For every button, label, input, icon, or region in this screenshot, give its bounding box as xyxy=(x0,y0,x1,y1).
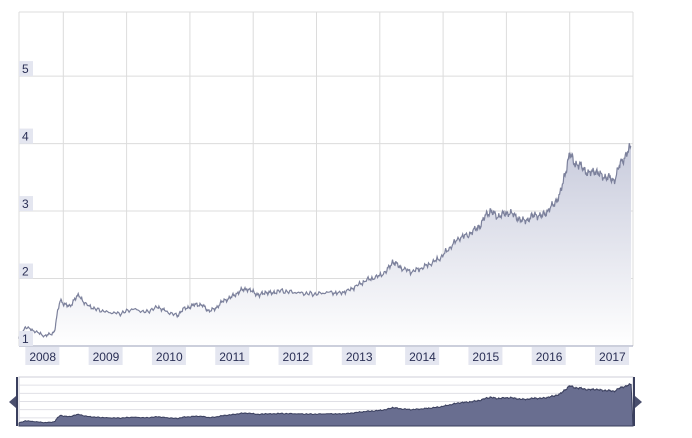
navigator-area xyxy=(18,382,634,427)
x-tick-bg xyxy=(278,347,313,365)
x-tick-bg xyxy=(468,347,503,365)
y-tick-bg xyxy=(19,61,33,77)
x-tick-bg xyxy=(25,347,60,365)
y-tick: 4 xyxy=(19,128,33,144)
x-tick: 2014 xyxy=(405,347,440,365)
y-tick: 5 xyxy=(19,61,33,77)
range-navigator[interactable] xyxy=(9,376,642,427)
x-tick: 2016 xyxy=(531,347,566,365)
x-tick-bg xyxy=(405,347,440,365)
x-tick-bg xyxy=(88,347,123,365)
x-tick: 2011 xyxy=(215,347,250,365)
x-tick-bg xyxy=(151,347,186,365)
left-arrow-icon[interactable] xyxy=(9,396,16,408)
navigator-right-handle[interactable] xyxy=(633,377,642,426)
x-tick-label: 2009 xyxy=(93,350,120,364)
y-tick-label: 1 xyxy=(22,332,29,346)
x-tick-label: 2012 xyxy=(283,350,310,364)
y-axis-ticks: 1 2 3 4 5 xyxy=(19,61,33,346)
y-tick-bg xyxy=(19,263,33,279)
x-tick: 2015 xyxy=(468,347,503,365)
x-tick-label: 2015 xyxy=(472,350,499,364)
price-area xyxy=(19,143,632,346)
y-tick: 1 xyxy=(19,331,33,346)
right-arrow-icon[interactable] xyxy=(635,396,642,408)
x-tick-bg xyxy=(215,347,250,365)
y-tick-label: 3 xyxy=(22,197,29,211)
y-tick: 3 xyxy=(19,196,33,212)
x-tick: 2008 xyxy=(25,347,60,365)
x-tick: 2017 xyxy=(595,347,630,365)
y-tick-label: 5 xyxy=(22,62,29,76)
y-tick-bg xyxy=(19,196,33,212)
x-tick-label: 2017 xyxy=(599,350,626,364)
x-tick: 2010 xyxy=(151,347,186,365)
x-tick-label: 2016 xyxy=(536,350,563,364)
x-tick-label: 2008 xyxy=(29,350,56,364)
x-tick: 2012 xyxy=(278,347,313,365)
x-axis-ticks: 2008 2009 2010 2011 2012 2013 2014 2015 2016 2017 xyxy=(25,347,630,365)
x-tick-label: 2010 xyxy=(156,350,183,364)
price-line xyxy=(18,143,632,339)
y-tick: 2 xyxy=(19,263,33,279)
x-tick-label: 2011 xyxy=(219,350,245,364)
x-tick-bg xyxy=(531,347,566,365)
x-tick-bg xyxy=(595,347,630,365)
x-tick-label: 2013 xyxy=(346,350,373,364)
y-tick-bg xyxy=(19,128,33,144)
navigator-left-handle[interactable] xyxy=(9,377,18,426)
x-tick-label: 2014 xyxy=(409,350,436,364)
y-tick-label: 4 xyxy=(22,130,29,144)
x-tick: 2009 xyxy=(88,347,123,365)
x-tick: 2013 xyxy=(341,347,376,365)
x-tick-bg xyxy=(341,347,376,365)
y-tick-label: 2 xyxy=(22,265,29,279)
y-tick-bg xyxy=(19,331,33,346)
